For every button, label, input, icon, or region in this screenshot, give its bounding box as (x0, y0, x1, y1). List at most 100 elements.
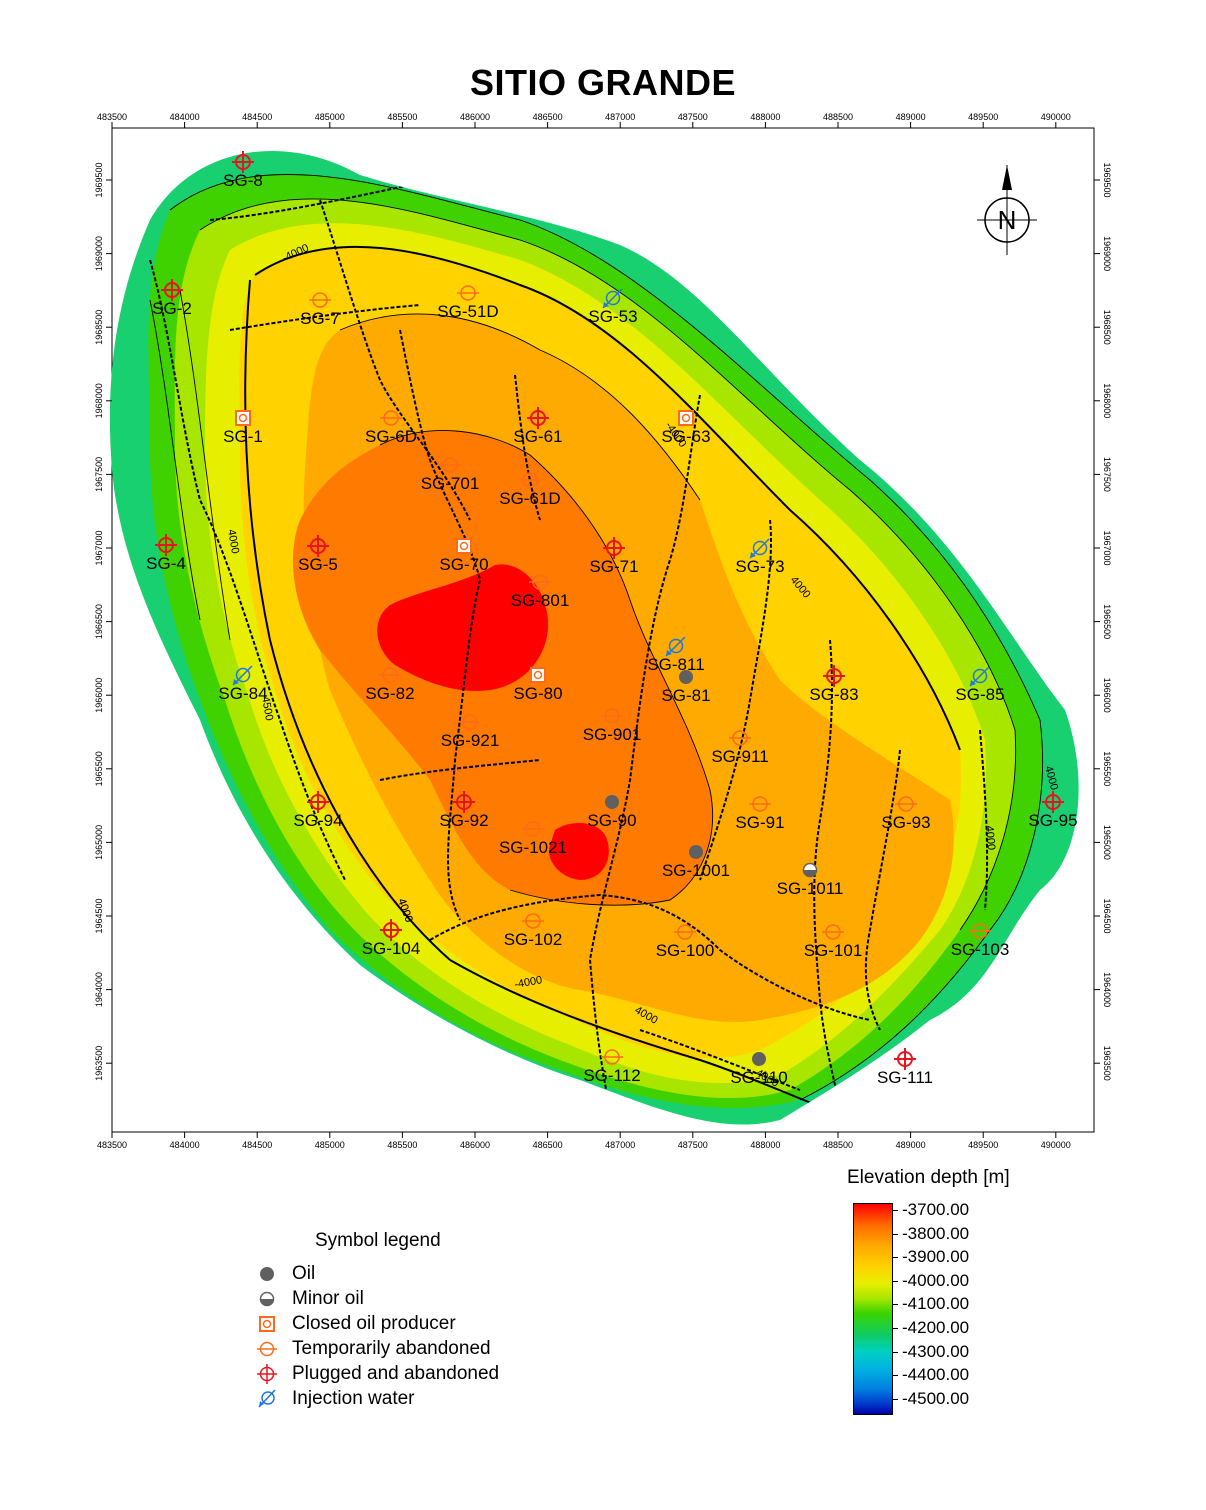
legend-label: Plugged and abandoned (292, 1363, 500, 1384)
plugged-abandoned-icon (161, 279, 183, 301)
well-label: SG-93 (881, 813, 930, 832)
well-sg-70[interactable]: SG-70 (439, 538, 489, 574)
well-sg-94[interactable]: SG-94 (293, 791, 343, 830)
colorbar-tick (892, 1398, 898, 1400)
x-tick-label: 483500 (97, 1140, 127, 1150)
well-label: SG-1021 (499, 838, 567, 857)
well-sg-8[interactable]: SG-8 (223, 151, 263, 190)
y-tick-label: 1963500 (94, 1046, 104, 1081)
temporarily-abandoned-icon (257, 1341, 277, 1357)
well-sg-63[interactable]: SG-63 (661, 410, 711, 446)
temporarily-abandoned-icon (519, 472, 541, 488)
y-tick-label: 1965500 (94, 751, 104, 786)
x-tick-label: 485000 (315, 112, 345, 122)
well-sg-6d[interactable]: SG-6D (365, 410, 417, 446)
plugged-abandoned-icon (527, 407, 549, 429)
y-tick-label: 1964000 (1102, 972, 1112, 1007)
well-sg-7[interactable]: SG-7 (300, 292, 340, 328)
well-sg-93[interactable]: SG-93 (881, 796, 931, 832)
well-sg-111[interactable]: SG-111 (877, 1048, 933, 1087)
contour-lines (149, 174, 1043, 1111)
well-label: SG-901 (583, 725, 642, 744)
minor-oil-icon (259, 1291, 275, 1307)
y-tick-label: 1967500 (94, 457, 104, 492)
well-sg-61d[interactable]: SG-61D (499, 472, 561, 508)
well-sg-801[interactable]: SG-801 (511, 574, 570, 610)
well-sg-5[interactable]: SG-5 (298, 535, 338, 574)
colorbar-label: -4400.00 (902, 1365, 970, 1385)
well-sg-1001[interactable]: SG-1001 (662, 845, 730, 880)
well-label: SG-94 (293, 811, 342, 830)
y-tick-label: 1968500 (1102, 310, 1112, 345)
legend-item-oil: Oil (255, 1262, 315, 1286)
well-sg-91[interactable]: SG-91 (735, 796, 785, 832)
temporarily-abandoned-icon (439, 457, 461, 473)
well-sg-911[interactable]: SG-911 (711, 730, 769, 766)
map-title: SITIO GRANDE (469, 62, 736, 103)
well-sg-71[interactable]: SG-71 (589, 537, 639, 576)
well-label: SG-701 (421, 474, 480, 493)
x-axis-bottom: 483500 484000 484500 485000 485500 486000 4865… (97, 1132, 1071, 1150)
well-sg-100[interactable]: SG-100 (656, 924, 715, 960)
well-sg-73[interactable]: SG-73 (735, 538, 785, 576)
well-sg-921[interactable]: SG-921 (441, 714, 500, 750)
well-label: SG-8 (223, 171, 263, 190)
well-sg-4[interactable]: SG-4 (146, 534, 186, 573)
legend-label: Oil (292, 1263, 316, 1284)
well-sg-90[interactable]: SG-90 (587, 795, 637, 830)
well-sg-95[interactable]: SG-95 (1028, 791, 1078, 830)
colorbar-tick (892, 1304, 898, 1306)
x-tick-label: 489500 (968, 112, 998, 122)
y-tick-label: 1968500 (94, 310, 104, 345)
well-sg-110[interactable]: SG-110 (730, 1052, 788, 1087)
temporarily-abandoned-icon (601, 1049, 623, 1065)
oil-well-icon (752, 1052, 766, 1066)
well-sg-102[interactable]: SG-102 (504, 913, 563, 949)
well-sg-104[interactable]: SG-104 (362, 919, 421, 958)
x-tick-label: 484000 (170, 112, 200, 122)
well-label: SG-112 (583, 1066, 640, 1085)
well-sg-1[interactable]: SG-1 (223, 410, 263, 446)
plugged-abandoned-icon (453, 791, 475, 813)
well-sg-103[interactable]: SG-103 (951, 923, 1010, 959)
well-sg-1021[interactable]: SG-1021 (499, 821, 567, 857)
well-label: SG-102 (504, 930, 563, 949)
well-label: SG-83 (809, 685, 858, 704)
x-tick-label: 489000 (896, 1140, 926, 1150)
well-sg-112[interactable]: SG-112 (583, 1049, 641, 1085)
y-tick-label: 1965000 (1102, 825, 1112, 860)
plugged-abandoned-icon (380, 919, 402, 941)
well-label: SG-73 (735, 557, 784, 576)
well-sg-85[interactable]: SG-85 (955, 666, 1005, 704)
well-sg-101[interactable]: SG-101 (804, 924, 863, 960)
well-sg-811[interactable]: SG-811 (647, 636, 705, 674)
contour-label: -4000 (513, 974, 543, 991)
well-sg-51d[interactable]: SG-51D (437, 285, 499, 321)
well-label: SG-61 (513, 427, 562, 446)
well-label: SG-95 (1028, 811, 1077, 830)
well-sg-84[interactable]: SG-84 (218, 665, 268, 703)
well-sg-80[interactable]: SG-80 (513, 667, 563, 703)
temporarily-abandoned-icon (895, 796, 917, 812)
well-sg-53[interactable]: SG-53 (588, 288, 638, 326)
y-tick-label: 1964500 (1102, 898, 1112, 933)
well-sg-92[interactable]: SG-92 (439, 791, 489, 830)
y-tick-label: 1967500 (1102, 457, 1112, 492)
well-sg-701[interactable]: SG-701 (421, 457, 480, 493)
x-tick-label: 485500 (387, 112, 417, 122)
plugged-abandoned-icon (232, 151, 254, 173)
x-tick-label: 484500 (242, 1140, 272, 1150)
colorbar-label: -4200.00 (902, 1318, 970, 1337)
x-tick-label: 487500 (678, 1140, 708, 1150)
well-sg-2[interactable]: SG-2 (152, 279, 192, 318)
legend-label: Minor oil (292, 1288, 364, 1309)
well-sg-82[interactable]: SG-82 (365, 667, 415, 703)
well-sg-1011[interactable]: SG-1011 (777, 862, 844, 899)
north-arrow-icon: N (977, 165, 1037, 255)
well-sg-61[interactable]: SG-61 (513, 407, 563, 446)
oil-well-icon (260, 1267, 274, 1281)
well-sg-83[interactable]: SG-83 (809, 665, 859, 704)
well-sg-901[interactable]: SG-901 (583, 708, 642, 744)
well-sg-81[interactable]: SG-81 (661, 670, 711, 705)
